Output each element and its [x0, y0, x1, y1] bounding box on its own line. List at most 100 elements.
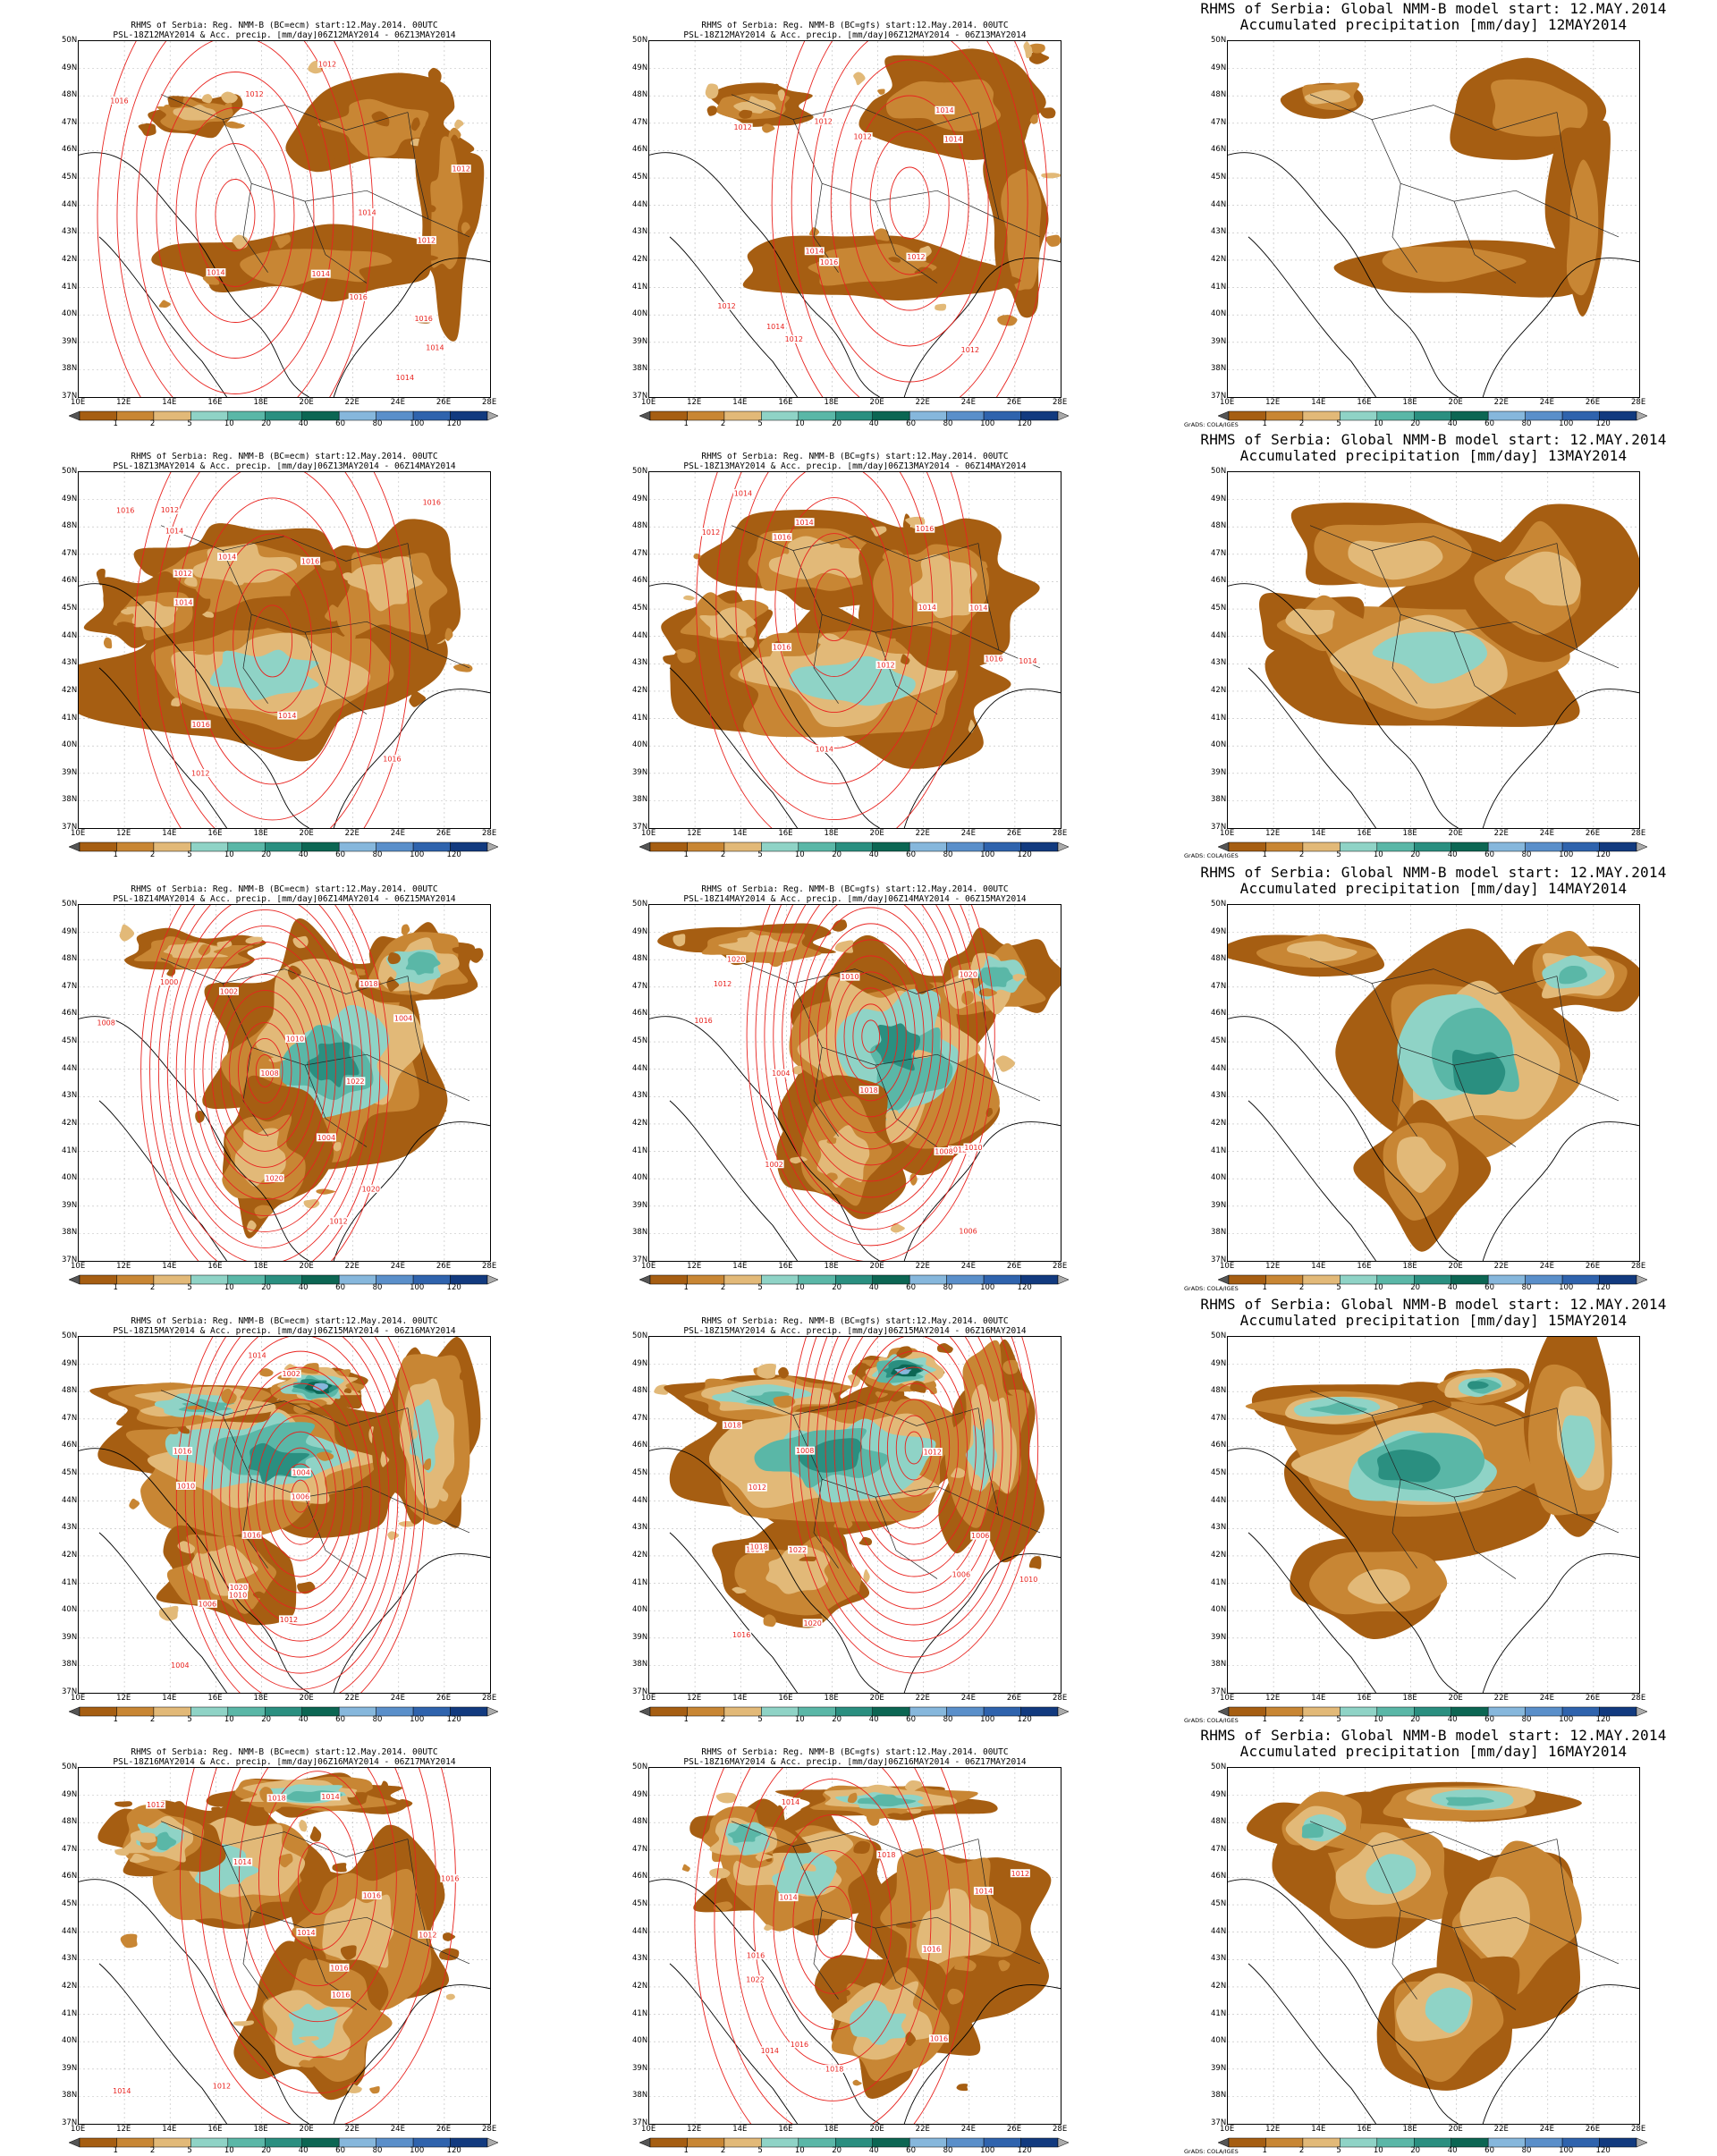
lat-tick-label: 43N — [1211, 227, 1227, 237]
isobar-label-box — [345, 1077, 366, 1086]
colorbar-tick-label: 40 — [868, 1715, 879, 1724]
coastline — [1482, 1121, 1639, 1261]
lon-tick-label: 24E — [960, 398, 976, 407]
isobar-label: 1014 — [806, 248, 824, 256]
lat-tick-label: 43N — [62, 227, 78, 237]
precip-map: 1014 1014 1016 1016 1016 1014 1014 1012 1016 1014… — [648, 471, 1061, 829]
map-canvas: 1012101010081006100410201018101610121020… — [649, 905, 1061, 1261]
colorbar-tick-label: 1 — [683, 1715, 689, 1724]
isobar-line — [774, 497, 894, 714]
lat-tick-label: 50N — [1211, 1763, 1227, 1771]
lat-tick-label: 50N — [632, 1763, 648, 1771]
colorbar-tick-label: 1 — [683, 850, 689, 859]
precip-speck — [116, 621, 136, 628]
country-border — [1391, 1910, 1417, 2000]
lat-tick-label: 41N — [632, 1146, 648, 1155]
lat-tick-label: 44N — [1211, 199, 1227, 209]
lon-tick-label: 26E — [1585, 2125, 1601, 2134]
lon-tick-label: 16E — [778, 1694, 793, 1703]
lon-tick-label: 28E — [1631, 1694, 1646, 1703]
isobar-label-box — [747, 1483, 767, 1492]
lon-tick-label: 26E — [1006, 398, 1022, 407]
isobar-label-box — [970, 1531, 991, 1540]
lat-tick-label: 37N — [1211, 392, 1227, 401]
isobar-label: 1004 — [772, 1070, 790, 1078]
precip-speck — [195, 585, 217, 599]
precip-speck — [166, 1427, 179, 1434]
lat-tick-label: 37N — [62, 823, 78, 832]
forecast-panel-ecm: RHMS of Serbia: Reg. NMM-B (BC=ecm) star… — [42, 431, 527, 860]
lon-tick-label: 10E — [641, 398, 656, 407]
lon-tick-label: 26E — [1006, 1262, 1022, 1271]
colorbar-tick-label: 1 — [113, 2146, 118, 2155]
coastline — [649, 583, 880, 828]
colorbar-legend — [639, 839, 1070, 856]
isobar-line — [258, 1771, 377, 1987]
colorbar-legend — [1217, 408, 1648, 425]
isobar-label-box — [732, 488, 753, 497]
isobar-label: 1014 — [761, 2047, 779, 2055]
isobar-label-box — [722, 1421, 742, 1430]
lat-tick-label: 45N — [632, 1468, 648, 1478]
colorbar-legend — [639, 1272, 1070, 1289]
isobar-label-box — [973, 1886, 994, 1895]
isobar-label-box — [745, 1951, 765, 1960]
lat-tick-label: 48N — [632, 90, 648, 100]
map-canvas: 1014 1016 1012 1014 1012 1016 1014 1012 1016 1016… — [79, 1768, 490, 2124]
precip-speck — [201, 94, 213, 104]
lat-tick-label: 43N — [1211, 1523, 1227, 1533]
isobar-label-box — [451, 165, 471, 173]
colorbar-tick-label: 5 — [757, 850, 763, 859]
precip-speck — [887, 1813, 904, 1819]
panel-title-line2: PSL-18Z14MAY2014 & Acc. precip. [mm/day]… — [113, 895, 456, 904]
precip-speck — [905, 1780, 923, 1792]
isobar-label: 1018 — [825, 2066, 843, 2074]
lat-tick-label: 47N — [632, 117, 648, 127]
isobar-label: 1012 — [961, 346, 979, 354]
colorbar-tick-label: 2 — [720, 850, 726, 859]
precip-speck — [136, 1832, 156, 1843]
precip-area — [885, 79, 1002, 132]
colorbar-tick-label: 100 — [1559, 1715, 1574, 1724]
lat-tick-label: 45N — [1211, 1468, 1227, 1478]
colorbar-swatch — [1302, 1706, 1341, 1717]
colorbar-high-arrow — [1057, 1274, 1070, 1285]
lon-tick-label: 18E — [1402, 1262, 1417, 1271]
coastline — [1228, 1016, 1459, 1261]
precip-speck — [790, 1156, 808, 1164]
isobar-label-box — [190, 720, 211, 729]
precip-speck — [1028, 1556, 1042, 1569]
precip-speck — [1029, 114, 1038, 124]
lon-tick-label: 28E — [482, 2125, 497, 2134]
lat-tick-label: 38N — [632, 795, 648, 805]
colorbar-legend — [639, 2135, 1070, 2152]
lon-tick-label: 12E — [687, 2125, 702, 2134]
isobar-label: 1012 — [714, 980, 732, 988]
country-border — [242, 614, 268, 704]
colorbar-tick-label: 60 — [906, 1283, 916, 1292]
precip-speck — [951, 1467, 967, 1478]
precip-shading — [705, 41, 1061, 326]
colorbar-tick-label: 40 — [1447, 1283, 1458, 1292]
colorbar-tick-label: 40 — [1447, 2146, 1458, 2155]
forecast-panel-gfs: RHMS of Serbia: Reg. NMM-B (BC=gfs) star… — [613, 1727, 1097, 2156]
colorbar-swatch — [1228, 1706, 1266, 1717]
panel-title-line2: PSL-18Z15MAY2014 & Acc. precip. [mm/day]… — [113, 1327, 456, 1336]
country-border — [1453, 1927, 1517, 2010]
isobar-label: 1014 — [766, 323, 784, 331]
isobar-label: 1012 — [853, 133, 871, 141]
lat-tick-label: 44N — [62, 199, 78, 209]
colorbar-tick-label: 80 — [1521, 1715, 1532, 1724]
isobar-label-box — [217, 553, 238, 562]
colorbar-tick-label: 40 — [298, 1283, 309, 1292]
precip-area — [850, 2000, 907, 2045]
precip-shading — [119, 918, 484, 1239]
lat-tick-label: 37N — [1211, 1256, 1227, 1264]
colorbar-tick-label: 60 — [335, 2146, 345, 2155]
isobar-label-box — [413, 314, 434, 323]
precip-area — [347, 556, 423, 612]
isobar-label-box — [781, 1797, 801, 1806]
precip-speck — [342, 633, 356, 641]
lat-tick-label: 44N — [62, 1926, 78, 1936]
coastline — [1248, 1963, 1376, 2124]
